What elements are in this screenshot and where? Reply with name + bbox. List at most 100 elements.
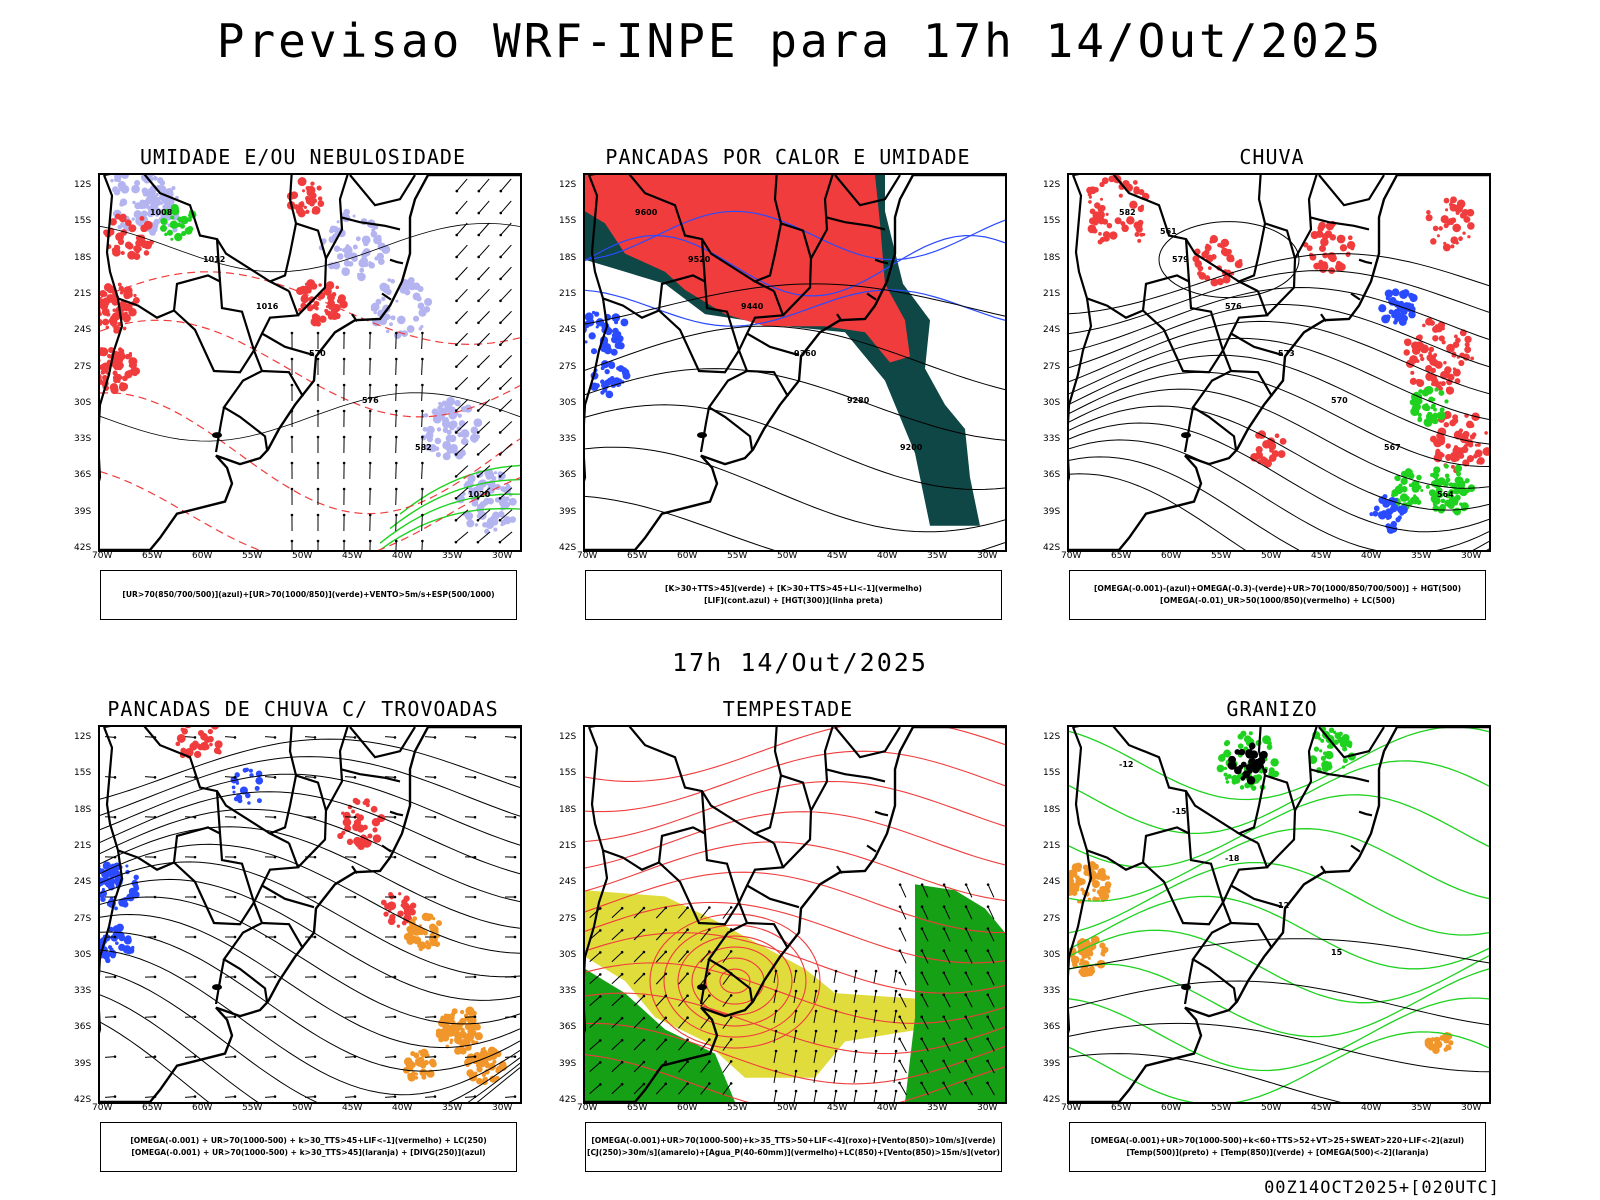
- shaded-cell: [1339, 244, 1348, 252]
- lon-tick-label: 45W: [342, 551, 363, 561]
- wind-arrowhead: [664, 950, 668, 954]
- wind-arrowhead: [898, 1015, 902, 1019]
- shaded-cell: [298, 177, 307, 186]
- shaded-cell: [1271, 450, 1280, 458]
- pressure-contour: [100, 392, 520, 442]
- legend-line-2: [OMEGA(-0.01)_UR>50(1000/850)(vermelho) …: [1160, 596, 1395, 605]
- shaded-cell: [1443, 422, 1450, 428]
- wind-arrow: [853, 991, 857, 1003]
- shaded-cell: [160, 217, 168, 225]
- political-border: [587, 727, 706, 871]
- wind-arrowhead: [986, 1081, 989, 1085]
- wind-arrowhead: [455, 211, 459, 215]
- wind-arrow: [589, 1084, 601, 1094]
- shaded-cell: [1239, 785, 1245, 790]
- shaded-cell: [242, 767, 248, 773]
- hgt-contour: [1069, 439, 1489, 550]
- wind-arrowhead: [774, 1049, 778, 1053]
- wind-arrow: [477, 399, 491, 411]
- shaded-cell: [1249, 750, 1259, 759]
- shaded-cell: [1458, 359, 1465, 367]
- wind-arrowhead: [473, 736, 477, 739]
- wind-arrowhead: [894, 969, 898, 973]
- wind-arrowhead: [854, 1049, 858, 1053]
- shaded-cell: [1233, 776, 1241, 784]
- shaded-cell: [159, 201, 164, 205]
- lat-tick-label: 36S: [559, 1022, 577, 1033]
- wind-arrowhead: [834, 969, 838, 973]
- wind-arrowhead: [729, 1082, 733, 1085]
- shaded-cell: [1121, 224, 1129, 233]
- political-border: [1350, 292, 1361, 301]
- pressure-contour: [100, 222, 520, 273]
- shaded-cell: [493, 527, 498, 532]
- lat-tick-label: 18S: [559, 252, 577, 263]
- shaded-cell: [1094, 202, 1101, 209]
- political-border: [253, 290, 300, 351]
- shaded-cell: [1255, 446, 1263, 454]
- wind-arrow: [499, 531, 513, 543]
- wind-arrowhead: [964, 971, 968, 975]
- wind-arrowhead: [316, 383, 320, 387]
- shaded-cell: [500, 523, 504, 527]
- wind-arrow: [421, 410, 423, 428]
- wind-arrowhead: [894, 1069, 898, 1073]
- wind-arrowhead: [368, 539, 372, 543]
- shaded-cell: [135, 239, 143, 248]
- contour-label: 576: [362, 396, 379, 405]
- lat-tick-label: 36S: [559, 470, 577, 481]
- wind-arrowhead: [290, 487, 294, 491]
- wind-arrowhead: [499, 343, 502, 347]
- shaded-cell: [161, 197, 166, 202]
- wind-arrowhead: [273, 815, 277, 819]
- shaded-cell: [231, 785, 236, 790]
- shaded-cell: [131, 217, 135, 221]
- lon-tick-label: 50W: [292, 1103, 313, 1113]
- political-border: [752, 727, 783, 845]
- shaded-cell: [444, 416, 449, 421]
- panel-title: CHUVA: [1239, 145, 1305, 169]
- shaded-cell: [1409, 293, 1418, 303]
- green-contour: [378, 508, 520, 550]
- shaded-cell: [1448, 482, 1454, 487]
- wind-arrowhead: [708, 1060, 711, 1063]
- shaded-cell: [426, 1069, 435, 1078]
- wind-arrowhead: [353, 1055, 357, 1058]
- shaded-cell: [432, 414, 442, 424]
- shaded-cell: [1417, 412, 1422, 418]
- wind-arrow: [104, 1056, 116, 1058]
- wind-arrow: [499, 377, 513, 389]
- temp850-contour: [1069, 861, 1489, 936]
- wind-arrow: [873, 1051, 877, 1063]
- lon-tick-label: 50W: [292, 551, 313, 561]
- shaded-cell: [463, 1034, 472, 1043]
- wind-arrow: [499, 465, 513, 477]
- contour-label: 9520: [688, 255, 711, 264]
- shaded-cell: [1223, 766, 1228, 771]
- wind-arrow: [344, 1096, 356, 1098]
- shaded-cell: [387, 917, 396, 926]
- wind-arrow: [921, 994, 929, 1008]
- wind-arrow: [813, 991, 817, 1003]
- lat-tick-label: 42S: [559, 1095, 577, 1105]
- wind-arrowhead: [477, 321, 480, 325]
- lon-tick-label: 60W: [1161, 1103, 1182, 1113]
- shaded-cell: [407, 1072, 413, 1079]
- wind-arrowhead: [620, 1082, 624, 1086]
- wind-arrow: [987, 994, 995, 1008]
- wind-arrowhead: [598, 1039, 602, 1042]
- wind-arrow: [384, 776, 396, 778]
- shaded-cell: [1390, 296, 1396, 303]
- lon-tick-label: 45W: [827, 1103, 848, 1113]
- legend-line-1: [OMEGA(-0.001)+UR>70(1000-500)+k>35_TTS>…: [591, 1136, 996, 1145]
- streamline: [100, 861, 520, 978]
- shaded-cell: [1453, 445, 1458, 450]
- wind-arrow: [464, 736, 476, 738]
- shaded-cell: [1216, 278, 1224, 286]
- wind-arrowhead: [964, 905, 968, 908]
- wind-arrow: [678, 995, 688, 1007]
- wind-arrow: [477, 487, 491, 499]
- wind-arrowhead: [513, 855, 517, 859]
- wind-arrowhead: [113, 855, 117, 859]
- wind-arrow: [455, 399, 469, 411]
